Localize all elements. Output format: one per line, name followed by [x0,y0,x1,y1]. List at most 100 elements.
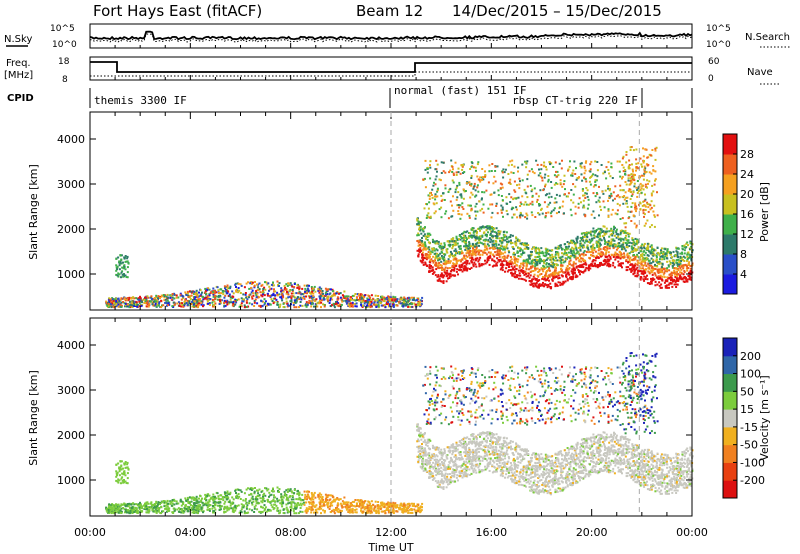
data-cell [111,298,114,301]
data-cell [115,273,118,276]
data-cell [518,239,521,242]
data-cell [683,271,686,274]
data-cell [681,264,684,267]
data-cell [531,170,534,173]
data-cell [497,194,500,197]
data-cell [549,212,552,215]
data-cell [559,206,561,209]
data-cell [595,192,598,194]
data-cell [457,213,460,215]
data-cell [583,206,586,209]
data-cell [136,305,139,308]
data-cell [518,177,521,180]
data-cell [351,302,354,305]
data-cell [205,293,208,295]
data-cell [538,273,541,276]
data-cell [424,247,427,249]
data-cell [675,247,678,250]
data-cell [219,295,222,298]
data-cell [195,291,198,294]
data-cell [289,282,292,285]
data-cell [643,279,646,282]
data-cell [633,222,636,225]
data-cell [530,168,533,171]
data-cell [259,304,262,307]
data-cell [463,254,466,257]
data-cell [328,288,331,291]
data-cell [681,251,683,254]
data-cell [468,216,471,219]
data-cell [167,296,170,299]
data-cell [532,261,535,264]
data-cell [484,262,487,265]
data-cell [135,303,137,306]
data-cell [441,273,444,276]
data-cell [570,189,573,191]
data-cell [571,172,574,175]
data-cell [671,266,674,269]
data-cell [393,297,396,300]
data-cell [452,258,455,261]
data-cell [517,166,520,169]
data-cell [647,206,650,209]
data-cell [485,233,488,236]
data-cell [557,245,560,248]
data-cell [290,299,293,302]
data-cell [478,244,480,247]
data-cell [610,192,613,195]
data-cell [544,266,547,269]
data-cell [234,282,237,285]
data-cell [462,234,465,237]
data-cell [229,296,232,299]
data-cell [486,225,489,228]
data-cell [685,279,688,282]
data-cell [666,269,669,272]
data-cell [467,204,470,207]
y-tick-label: 3000 [57,178,85,191]
data-cell [279,303,282,306]
data-cell [488,237,491,240]
data-cell [466,262,469,264]
data-cell [432,202,435,205]
data-cell [635,186,638,189]
data-cell [463,265,466,268]
data-cell [417,232,420,235]
data-cell [587,241,590,243]
data-cell [422,227,425,230]
data-cell [664,248,667,251]
data-cell [208,302,211,304]
data-cell [290,300,293,303]
data-cell [673,255,676,258]
data-cell [517,239,519,242]
data-cell [533,246,535,249]
data-cell [579,264,582,267]
data-cell [656,265,659,268]
data-cell [141,301,144,304]
data-cell [460,250,463,253]
data-cell [190,294,193,297]
data-cell [448,267,451,269]
data-cell [444,260,447,263]
data-cell [487,255,490,258]
data-cell [674,276,677,278]
data-cell [572,201,575,204]
data-cell [590,175,593,178]
data-cell [643,270,645,273]
data-cell [329,299,332,302]
data-cell [530,253,533,256]
data-cell [536,267,539,270]
data-cell [591,239,594,242]
data-cell [484,174,487,176]
data-cell [655,259,658,262]
data-cell [568,251,570,254]
data-cell [421,229,424,232]
data-cell [575,237,578,240]
data-cell [523,260,526,263]
data-cell [341,294,344,297]
data-cell [625,238,628,241]
data-cell [487,251,490,254]
data-cell [440,194,443,197]
data-cell [631,259,634,262]
data-cell [485,189,488,192]
data-cell [613,243,616,246]
